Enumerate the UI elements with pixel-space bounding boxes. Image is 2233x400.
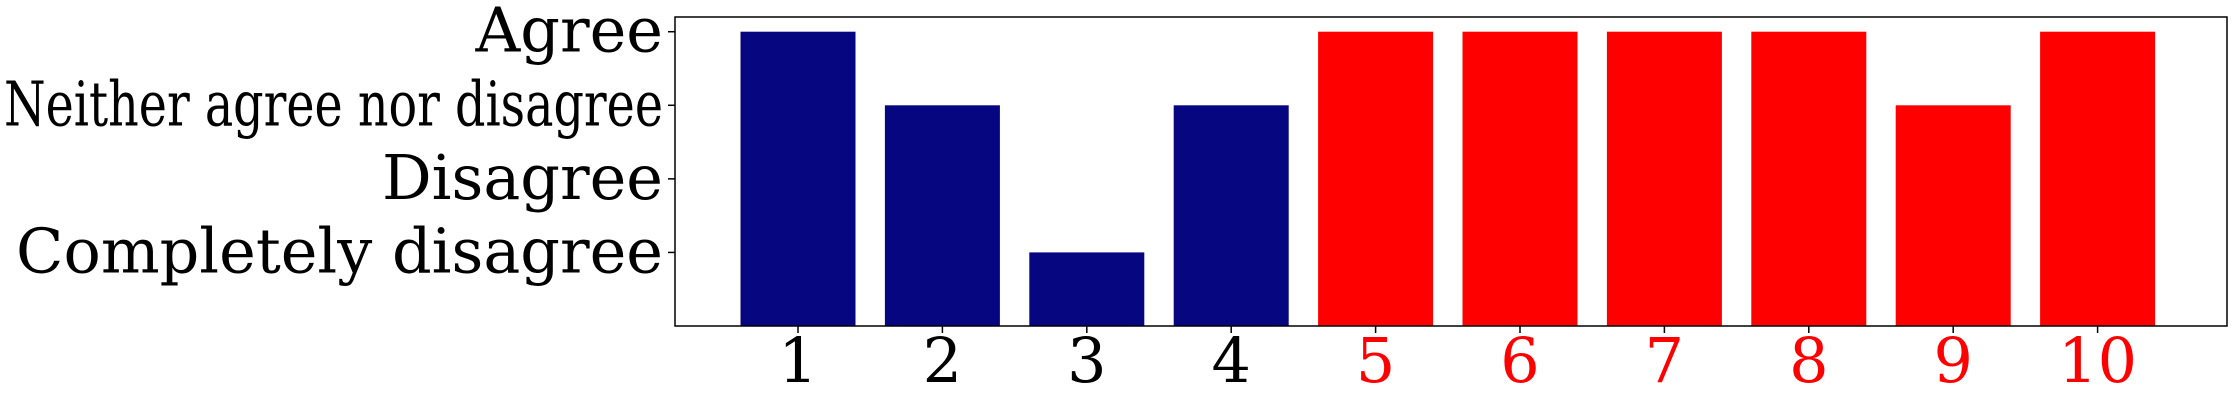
bars-group xyxy=(740,31,2156,326)
x-tick-label-4: 4 xyxy=(1211,324,1250,397)
y-tick-label-1: Neither agree nor disagree xyxy=(4,67,663,140)
x-tick-label-1: 1 xyxy=(778,324,817,397)
bar-7 xyxy=(1606,31,1722,326)
bar-3 xyxy=(1029,252,1145,326)
x-tick-label-3: 3 xyxy=(1067,324,1106,397)
y-tick-label-3: Completely disagree xyxy=(16,214,663,287)
bar-8 xyxy=(1751,31,1867,326)
bar-9 xyxy=(1895,105,2011,326)
x-tick-label-9: 9 xyxy=(1933,324,1972,397)
x-tick-label-2: 2 xyxy=(923,324,962,397)
plot-frame xyxy=(674,16,2228,327)
y-tick-label-2: Disagree xyxy=(382,141,663,214)
x-axis-ticks: 1 2 3 4 5 6 7 8 9 10 xyxy=(778,324,2137,397)
bar-10 xyxy=(2040,31,2156,326)
bar-6 xyxy=(1462,31,1578,326)
x-tick-label-10: 10 xyxy=(2058,324,2137,397)
x-tick-label-7: 7 xyxy=(1645,324,1684,397)
x-tick-label-5: 5 xyxy=(1356,324,1395,397)
x-tick-label-6: 6 xyxy=(1500,324,1539,397)
bar-4 xyxy=(1173,105,1289,326)
bar-1 xyxy=(740,31,856,326)
bar-5 xyxy=(1318,31,1434,326)
x-tick-label-8: 8 xyxy=(1789,324,1828,397)
bar-2 xyxy=(884,105,1000,326)
y-tick-label-0: Agree xyxy=(475,0,663,67)
